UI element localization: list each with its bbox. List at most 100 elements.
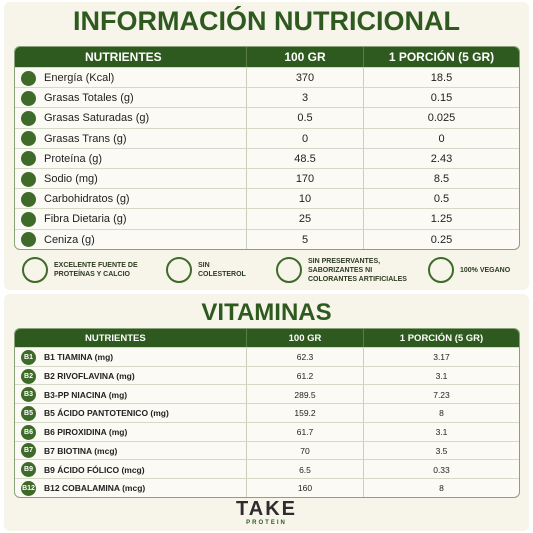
icon — [21, 131, 36, 147]
value-portion: 8.5 — [363, 169, 519, 190]
value-100g: 25 — [246, 209, 363, 230]
nutrient-name: B12 COBALAMINA (mcg) — [44, 483, 146, 494]
value-100g: 3 — [246, 88, 363, 109]
nutrient-name: Proteína (g) — [44, 152, 103, 165]
value-100g: 0 — [246, 128, 363, 149]
nutrient-name: B1 TIAMINA (mg) — [44, 352, 114, 363]
value-100g: 48.5 — [246, 148, 363, 169]
value-100g: 159.2 — [246, 404, 363, 423]
value-100g: 62.3 — [246, 348, 363, 367]
badge-icon — [166, 257, 192, 283]
table-row: Grasas Saturadas (g) 0.5 0.025 — [15, 107, 519, 129]
nutrient-name: Ceniza (g) — [44, 233, 95, 246]
name-cell: Carbohidratos (g) — [15, 189, 246, 209]
badge-text: SIN COLESTEROL — [198, 262, 246, 278]
value-100g: 289.5 — [246, 385, 363, 405]
badge: SIN COLESTEROL — [166, 254, 256, 286]
value-100g: 70 — [246, 441, 363, 461]
nutrient-name: Sodio (mg) — [44, 173, 98, 186]
value-portion: 3.5 — [363, 441, 519, 461]
title: INFORMACIÓN NUTRICIONAL — [73, 6, 460, 36]
nutrient-name: B3-PP NIACINA (mg) — [44, 389, 128, 400]
value-portion: 3.1 — [363, 366, 519, 386]
name-cell: B7 B7 BIOTINA (mcg) — [15, 442, 246, 461]
value-100g: 170 — [246, 169, 363, 190]
value-portion: 0 — [363, 128, 519, 149]
name-cell: B6 B6 PIROXIDINA (mg) — [15, 423, 246, 442]
badge-text: 100% VEGANO — [460, 266, 511, 274]
name-cell: Energía (Kcal) — [15, 68, 246, 88]
value-100g: 10 — [246, 189, 363, 210]
icon — [21, 70, 36, 86]
header-row: NUTRIENTES 100 GR 1 PORCIÓN (5 GR) — [15, 47, 519, 67]
badge: SIN PRESERVANTES, SABORIZANTES NI COLORA… — [276, 254, 416, 286]
vitamins-table: NUTRIENTES 100 GR 1 PORCIÓN (5 GR) B1 B1 TIA… — [14, 328, 520, 498]
value-100g: 0.5 — [246, 108, 363, 129]
name-cell: Grasas Totales (g) — [15, 88, 246, 108]
icon — [21, 171, 36, 187]
table-row: B5 B5 ÁCIDO PANTOTENICO (mg) 159.2 8 — [15, 403, 519, 423]
header-cell: NUTRIENTES — [85, 50, 162, 64]
table-row: B6 B6 PIROXIDINA (mg) 61.7 3.1 — [15, 421, 519, 442]
table-row: B2 B2 RIVOFLAVINA (mg) 61.2 3.1 — [15, 365, 519, 386]
nutrient-name: B5 ÁCIDO PANTOTENICO (mg) — [44, 408, 169, 419]
value-portion: 0.15 — [363, 88, 519, 109]
value-portion: 0.33 — [363, 460, 519, 479]
value-100g: 61.7 — [246, 422, 363, 442]
vitamin-icon: B2 — [21, 368, 36, 384]
nutrient-name: B7 BIOTINA (mcg) — [44, 445, 118, 456]
name-cell: Ceniza (g) — [15, 230, 246, 249]
name-cell: B5 B5 ÁCIDO PANTOTENICO (mg) — [15, 404, 246, 423]
vitamin-icon: B6 — [21, 424, 36, 440]
icon — [21, 110, 36, 126]
vitamin-icon: B3 — [21, 387, 36, 403]
icon — [21, 90, 36, 106]
value-portion: 0.25 — [363, 229, 519, 249]
icon — [21, 151, 36, 167]
value-portion: 8 — [363, 404, 519, 423]
name-cell: Grasas Saturadas (g) — [15, 108, 246, 128]
badge: 100% VEGANO — [428, 254, 518, 286]
value-portion: 0.025 — [363, 108, 519, 129]
nutrient-name: Fibra Dietaria (g) — [44, 213, 127, 226]
vitamins-title: VITAMINAS — [201, 299, 332, 326]
vitamin-icon: B9 — [21, 462, 36, 478]
name-cell: B9 B9 ÁCIDO FÓLICO (mcg) — [15, 460, 246, 479]
header-cell: 100 GR — [246, 329, 363, 347]
table-row: Fibra Dietaria (g) 25 1.25 — [15, 208, 519, 230]
table-row: Grasas Trans (g) 0 0 — [15, 127, 519, 149]
name-cell: B3 B3-PP NIACINA (mg) — [15, 385, 246, 404]
table-row: Ceniza (g) 5 0.25 — [15, 228, 519, 249]
value-100g: 61.2 — [246, 366, 363, 386]
value-100g: 160 — [246, 478, 363, 497]
name-cell: B12 B12 COBALAMINA (mcg) — [15, 479, 246, 497]
logo-sub: PROTEIN — [246, 520, 287, 526]
table-row: Grasas Totales (g) 3 0.15 — [15, 87, 519, 109]
value-100g: 370 — [246, 68, 363, 89]
value-portion: 18.5 — [363, 68, 519, 89]
icon — [21, 191, 36, 207]
header-cell: 100 GR — [246, 47, 363, 67]
badge-icon — [276, 257, 302, 283]
badge-icon — [22, 257, 48, 283]
value-portion: 1.25 — [363, 209, 519, 230]
table-row: Energía (Kcal) 370 18.5 — [15, 67, 519, 89]
header-cell: NUTRIENTES — [85, 332, 146, 344]
nutrient-name: Grasas Trans (g) — [44, 132, 127, 145]
name-cell: B1 B1 TIAMINA (mg) — [15, 348, 246, 367]
badge-text: EXCELENTE FUENTE DE PROTEÍNAS Y CALCIO — [54, 262, 138, 278]
nutrient-name: Carbohidratos (g) — [44, 193, 130, 206]
nutrient-name: Grasas Totales (g) — [44, 92, 134, 105]
table-row: Sodio (mg) 170 8.5 — [15, 168, 519, 190]
value-portion: 2.43 — [363, 148, 519, 169]
nutrient-name: Grasas Saturadas (g) — [44, 112, 150, 125]
nutrition-table: NUTRIENTES 100 GR 1 PORCIÓN (5 GR) Energía … — [14, 46, 520, 250]
nutrient-name: Energía (Kcal) — [44, 72, 115, 85]
value-portion: 7.23 — [363, 385, 519, 405]
name-cell: Grasas Trans (g) — [15, 129, 246, 149]
name-cell: Fibra Dietaria (g) — [15, 209, 246, 229]
vitamin-icon: B12 — [21, 480, 36, 496]
header-cell: 1 PORCIÓN (5 GR) — [363, 47, 519, 67]
table-row: B3 B3-PP NIACINA (mg) 289.5 7.23 — [15, 384, 519, 405]
